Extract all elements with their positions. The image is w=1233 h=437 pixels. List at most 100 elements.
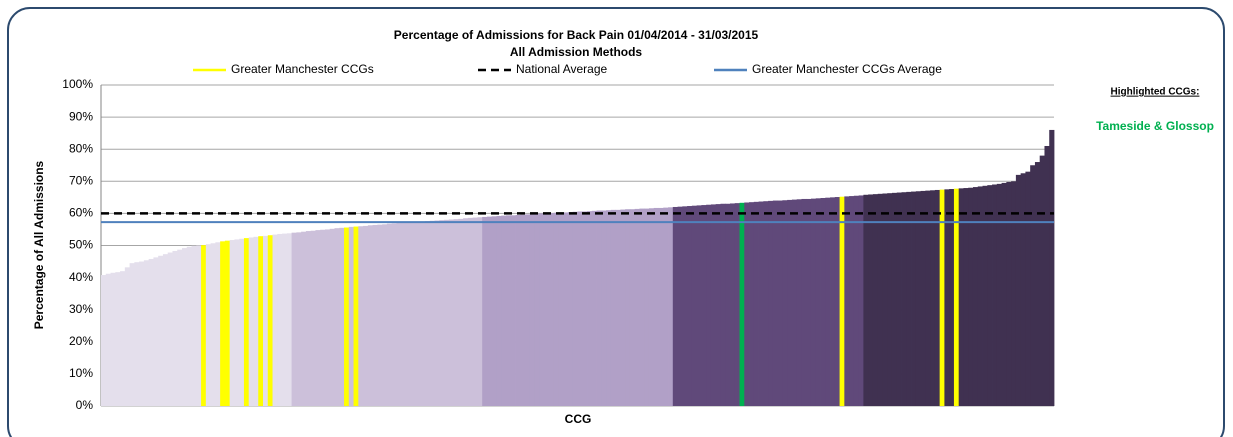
bar [134,262,140,406]
bar [448,219,455,406]
bar [853,195,860,406]
bar [567,212,574,406]
bar [506,215,512,406]
bar [791,199,798,406]
y-tick-label: 60% [69,206,93,220]
bar [143,260,150,406]
bar [243,238,250,406]
bar [977,186,983,406]
bar [944,189,950,406]
bar [1049,129,1055,406]
bar [1015,174,1022,406]
bar [120,271,126,406]
bar [620,209,626,406]
bar [606,210,612,406]
bar [1001,182,1007,406]
bar [148,258,154,406]
bar [920,190,926,406]
bar [982,185,988,406]
bar [930,190,936,406]
bar [210,243,216,406]
bar [782,200,788,406]
bar [234,239,240,406]
y-tick-label: 100% [62,77,93,91]
bar [110,272,116,406]
bar [882,193,888,406]
bar [458,218,464,406]
bar [563,212,569,406]
bar [691,205,698,406]
bar [439,220,445,406]
bar [391,223,397,406]
y-tick-label: 20% [69,334,93,348]
bar [282,233,288,406]
bar [591,210,597,406]
bar [248,237,254,406]
legend-label: Greater Manchester CCGs [231,62,374,76]
bar [715,204,721,406]
bar [177,249,183,406]
bar [849,196,855,406]
bar [386,223,393,406]
bar [939,189,945,406]
bar [992,184,998,406]
bar [634,208,640,406]
bar [258,236,264,406]
bar [858,195,864,406]
y-tick-label: 40% [69,270,93,284]
bar [310,230,316,406]
bar [601,210,607,406]
bar [615,209,621,406]
bar [544,213,550,406]
bar [572,211,578,406]
bar [291,232,297,406]
bar [1025,171,1031,406]
bar [668,207,674,406]
bar [401,222,407,406]
y-tick-label: 30% [69,302,93,316]
bar [167,252,173,406]
bar [296,232,302,406]
bar [525,214,531,406]
bar [839,196,845,406]
bar [687,206,693,406]
bar [844,196,850,406]
bar [696,205,702,406]
bar [239,238,245,406]
bar [486,216,493,406]
bar [753,201,759,406]
chart-title: Percentage of Admissions for Back Pain 0… [394,28,759,42]
bar [582,211,588,406]
bar [410,222,416,406]
bar [377,224,383,406]
bar [1006,181,1012,406]
bar [658,207,664,406]
bar [201,245,207,406]
bar [934,189,941,406]
bar [429,220,435,406]
bar [825,197,831,406]
bar [358,226,364,406]
bar [744,202,750,406]
bar [515,215,521,406]
bar [339,227,345,406]
bar [1011,181,1017,406]
bar [801,198,807,406]
bar [815,198,821,406]
bar [772,200,779,406]
bar [324,229,331,406]
bar [739,202,745,406]
bar [534,213,540,406]
bar [1030,165,1036,406]
bar [277,233,283,406]
bar [710,204,717,406]
bar [810,198,817,406]
bar [186,246,192,406]
bar [334,228,340,406]
bar [768,200,774,406]
bar [725,203,731,406]
y-tick-label: 0% [76,398,94,412]
bar [672,206,678,406]
bar [749,202,755,406]
bar [415,221,421,406]
